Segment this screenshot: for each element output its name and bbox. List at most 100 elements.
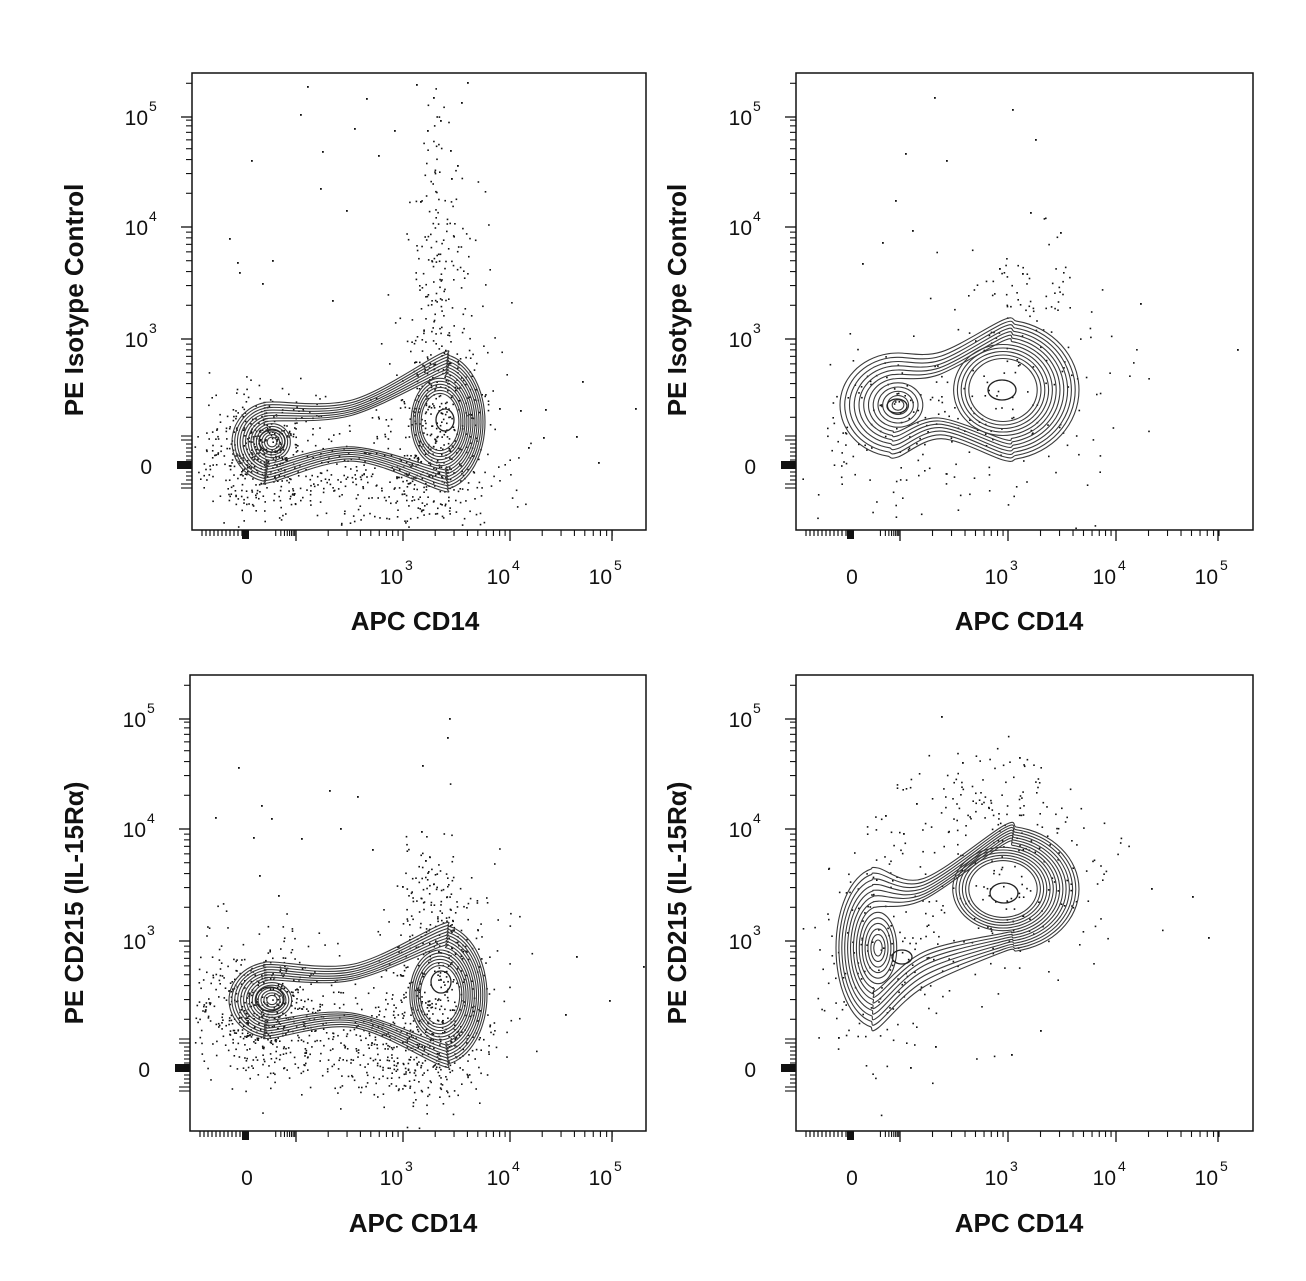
top-left-plot-event-dot <box>387 425 390 427</box>
bottom-right-plot-event-dot <box>956 829 959 832</box>
bottom-right-plot-event-dot <box>903 833 905 835</box>
bottom-left-plot-event-dot <box>272 1043 274 1046</box>
top-left-plot-event-dot <box>469 337 471 340</box>
top-left-plot-event-dot <box>301 450 304 453</box>
top-left-plot-event-dot <box>332 300 334 302</box>
top-right-plot-event-dot <box>1030 212 1032 214</box>
top-left-plot-event-dot <box>228 493 230 496</box>
top-left-plot-event-dot <box>229 468 232 471</box>
bottom-left-plot-event-dot <box>201 1042 203 1045</box>
bottom-left-plot-event-dot <box>422 975 425 978</box>
bottom-left-plot-event-dot <box>285 970 287 973</box>
bottom-left-plot-event-dot <box>429 955 431 958</box>
top-right-plot-x-tick-label: 10 <box>1195 566 1218 589</box>
bottom-right-plot-event-dot <box>948 958 950 960</box>
bottom-left-plot-event-dot <box>357 796 359 798</box>
bottom-left-plot-event-dot <box>410 1035 413 1037</box>
top-left-plot-contour-level <box>263 433 281 451</box>
top-left-plot-event-dot <box>241 471 243 473</box>
bottom-left-plot-event-dot <box>420 854 422 857</box>
bottom-left-plot-event-dot <box>428 893 431 895</box>
top-left-plot-event-dot <box>443 482 446 484</box>
bottom-right-plot-event-dot <box>860 943 863 946</box>
bottom-left-plot-event-dot <box>265 997 268 999</box>
top-left-plot-event-dot <box>408 407 411 409</box>
bottom-right-plot-event-dot <box>1079 944 1081 946</box>
bottom-left-plot-event-dot <box>448 1061 450 1063</box>
bottom-left-plot-event-dot <box>444 984 446 986</box>
bottom-right-plot-event-dot <box>942 995 944 998</box>
top-left-plot-event-dot <box>447 248 450 250</box>
top-left-plot-event-dot <box>365 469 367 471</box>
top-right-plot-event-dot <box>1062 280 1064 283</box>
bottom-left-plot-event-dot <box>456 901 458 903</box>
bottom-left-plot-event-dot <box>285 1033 287 1035</box>
bottom-left-plot-event-dot <box>402 1088 404 1090</box>
top-right-plot-event-dot <box>1112 427 1115 429</box>
bottom-left-plot-event-dot <box>296 988 298 990</box>
bottom-right-plot-event-dot <box>1102 879 1104 881</box>
bottom-right-plot-event-dot <box>1034 851 1037 854</box>
bottom-left-plot-event-dot <box>274 1081 276 1084</box>
top-left-plot-event-dot <box>432 453 434 455</box>
top-right-plot-event-dot <box>988 389 990 392</box>
bottom-left-plot-event-dot <box>342 1059 344 1061</box>
top-left-plot-event-dot <box>307 86 309 88</box>
top-right-plot-event-dot <box>860 386 863 388</box>
top-left-plot-event-dot <box>421 477 424 480</box>
bottom-left-plot-event-dot <box>253 1004 255 1006</box>
top-left-plot-event-dot <box>277 480 279 482</box>
bottom-left-plot-event-dot <box>406 918 409 920</box>
bottom-right-plot-event-dot <box>938 935 940 938</box>
top-right-plot-event-dot <box>1026 481 1028 483</box>
top-left-plot-event-dot <box>355 483 358 486</box>
bottom-left-plot-event-dot <box>198 968 201 971</box>
bottom-left-plot-event-dot <box>450 1040 452 1043</box>
bottom-left-plot-event-dot <box>241 1005 244 1008</box>
bottom-left-plot-event-dot <box>404 1085 407 1087</box>
top-left-plot-event-dot <box>258 452 260 454</box>
top-left-plot-event-dot <box>432 265 435 268</box>
bottom-left-plot-event-dot <box>260 1036 263 1039</box>
bottom-left-plot-event-dot <box>489 1025 491 1028</box>
bottom-left-plot-event-dot <box>427 1053 430 1056</box>
top-right-plot-event-dot <box>1048 243 1050 246</box>
bottom-left-plot-event-dot <box>252 1059 255 1061</box>
top-left-plot-event-dot <box>438 395 441 398</box>
top-left-plot-event-dot <box>264 501 266 503</box>
top-left-plot-event-dot <box>453 325 455 327</box>
top-left-plot-event-dot <box>379 517 381 519</box>
bottom-left-plot-event-dot <box>233 958 235 961</box>
bottom-right-plot-event-dot <box>1071 840 1073 842</box>
bottom-left-plot-event-dot <box>235 1048 237 1051</box>
bottom-left-plot-event-dot <box>439 1040 442 1043</box>
bottom-left-plot-event-dot <box>235 969 237 972</box>
bottom-left-plot-event-dot <box>344 1045 347 1048</box>
top-left-plot-event-dot <box>212 475 214 478</box>
top-left-plot-event-dot <box>225 430 228 433</box>
top-left-plot-event-dot <box>245 442 247 444</box>
top-right-plot-event-dot <box>893 403 896 405</box>
top-left-plot-event-dot <box>423 366 426 368</box>
top-right-plot-event-dot <box>1058 286 1061 289</box>
top-right-plot-contour-level <box>877 386 919 424</box>
bottom-left-plot-event-dot <box>263 1046 265 1049</box>
top-right-plot-contour-level <box>863 334 1061 445</box>
top-left-plot-event-dot <box>440 147 443 150</box>
top-left-plot-event-dot <box>449 450 452 452</box>
top-right-plot-event-dot <box>842 432 844 434</box>
bottom-left-plot-event-dot <box>393 1068 396 1071</box>
top-left-plot-event-dot <box>265 439 267 442</box>
top-left-plot-y-tick-label: 10 <box>125 217 148 240</box>
top-left-plot-event-dot <box>415 272 417 274</box>
top-left-plot-event-dot <box>433 257 436 260</box>
top-right-plot-event-dot <box>1042 329 1045 331</box>
bottom-left-plot-event-dot <box>349 1029 352 1032</box>
bottom-left-plot-event-dot <box>281 982 284 985</box>
bottom-left-plot-event-dot <box>290 1011 293 1014</box>
top-left-plot-event-dot <box>264 520 266 523</box>
bottom-left-plot-event-dot <box>486 897 488 899</box>
bottom-left-plot-event-dot <box>270 1040 273 1042</box>
top-right-plot-event-dot <box>938 399 940 402</box>
bottom-left-plot-event-dot <box>279 970 281 973</box>
